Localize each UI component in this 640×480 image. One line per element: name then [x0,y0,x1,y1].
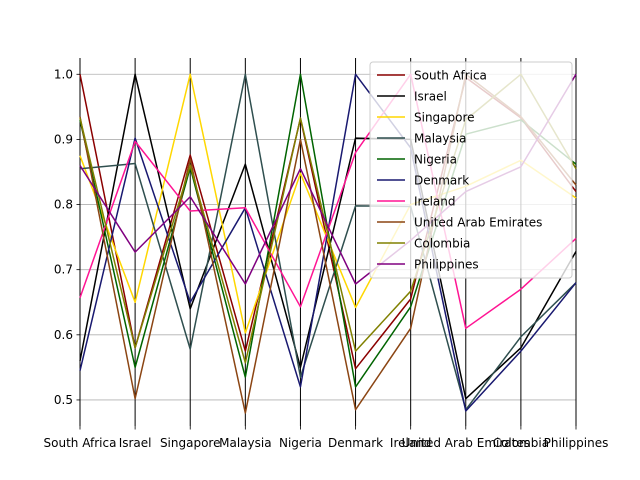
y-tick-label: 0.7 [54,263,73,277]
x-tick-label: South Africa [44,436,117,450]
legend-label: Israel [414,90,447,104]
legend-label: Denmark [414,174,469,188]
x-tick-label: Nigeria [279,436,322,450]
legend-label: Malaysia [414,132,466,146]
x-tick-label: Singapore [160,436,221,450]
legend: South Africa Israel Singapore Malaysia Niger… [369,61,573,279]
series-line [79,73,577,330]
y-tick-label: 0.8 [54,198,73,212]
x-tick-label: Denmark [328,436,383,450]
legend-label: Singapore [414,111,475,125]
legend-box [369,61,573,279]
x-tick-label: Malaysia [219,436,271,450]
legend-label: United Arab Emirates [414,216,542,230]
x-tick-label: Israel [119,436,152,450]
y-tick-layer: 0.5 0.6 0.7 0.8 0.9 1.0 [54,67,80,407]
legend-label: Nigeria [414,153,457,167]
legend-label: Ireland [414,195,456,209]
x-tick-label: United Arab Emirates [402,436,530,450]
x-tick-label: Ireland [390,436,432,450]
legend-label: Philippines [414,258,479,272]
y-tick-label: 0.9 [54,132,73,146]
y-tick-label: 1.0 [54,67,73,81]
y-tick-label: 0.5 [54,393,73,407]
x-tick-label: Philippines [544,436,609,450]
y-tick-label: 0.6 [54,328,73,342]
series-layer [79,73,577,414]
x-tick-label: Colombia [493,436,549,450]
legend-label: South Africa [414,69,487,83]
legend-label: Colombia [414,237,470,251]
